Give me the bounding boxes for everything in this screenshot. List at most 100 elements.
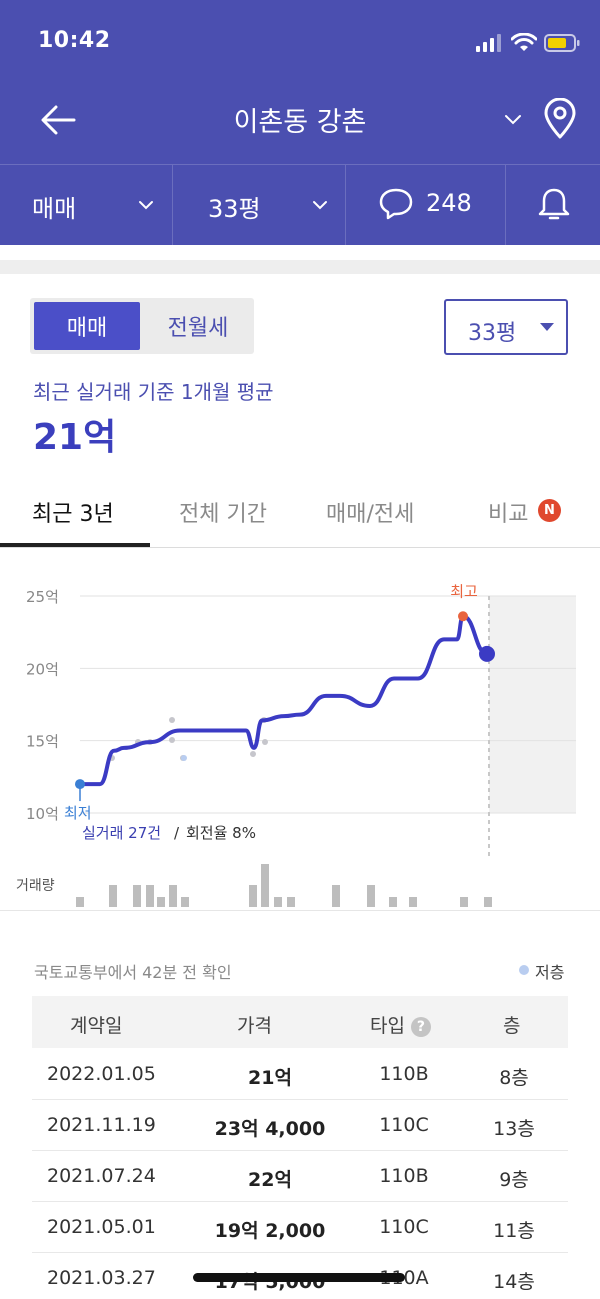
home-indicator bbox=[193, 1273, 405, 1282]
table-header: 계약일 가격 타입? 층 bbox=[32, 996, 568, 1048]
comments-button[interactable]: 248 bbox=[346, 165, 506, 246]
comment-count: 248 bbox=[426, 189, 472, 217]
volume-bar bbox=[367, 885, 375, 907]
volume-bar bbox=[133, 885, 141, 907]
low-floor-legend-label: 저층 bbox=[535, 963, 565, 982]
trade-count: 실거래 27건 bbox=[82, 824, 161, 842]
row-floor: 8층 bbox=[499, 1067, 529, 1089]
volume-bar bbox=[409, 897, 417, 907]
volume-bar bbox=[261, 864, 269, 907]
volume-bar bbox=[157, 897, 165, 907]
y-tick-label: 25억 bbox=[26, 588, 59, 606]
deal-type-toggle: 매매 전월세 bbox=[30, 298, 254, 354]
header-date: 계약일 bbox=[70, 1015, 123, 1037]
row-floor: 13층 bbox=[493, 1118, 535, 1140]
status-time: 10:42 bbox=[38, 28, 111, 53]
help-icon[interactable]: ? bbox=[410, 1017, 431, 1037]
row-date: 2021.03.27 bbox=[47, 1267, 156, 1289]
volume-bar bbox=[249, 885, 257, 907]
cellular-signal-icon bbox=[476, 34, 501, 52]
max-price-marker bbox=[458, 611, 468, 622]
back-button[interactable] bbox=[38, 100, 78, 140]
header-price: 가격 bbox=[237, 1015, 272, 1037]
row-type: 110C bbox=[379, 1114, 429, 1136]
map-pin-icon[interactable] bbox=[542, 98, 578, 140]
min-price-label: 최저 bbox=[64, 804, 92, 822]
source-note: 국토교통부에서 42분 전 확인 bbox=[34, 963, 232, 982]
table-row[interactable]: 2021.05.01 19억 2,000 110C 11층 bbox=[32, 1202, 568, 1253]
header-type-label: 타입 bbox=[370, 1015, 405, 1037]
volume-bar bbox=[76, 897, 84, 907]
row-floor: 9층 bbox=[499, 1169, 529, 1191]
active-tab-indicator bbox=[0, 543, 150, 547]
table-row[interactable]: 2021.07.24 22억 110B 9층 bbox=[32, 1151, 568, 1202]
transaction-dot bbox=[169, 717, 175, 723]
filter-bar: 매매 33평 248 bbox=[0, 164, 600, 246]
volume-bar bbox=[460, 897, 468, 907]
chevron-down-icon[interactable] bbox=[502, 108, 524, 130]
min-price-marker bbox=[75, 779, 85, 790]
average-caption: 최근 실거래 기준 1개월 평균 bbox=[33, 380, 274, 404]
nav-bar: 이촌동 강촌 bbox=[0, 78, 600, 164]
row-price: 19억 2,000 bbox=[214, 1220, 326, 1242]
volume-bar bbox=[389, 897, 397, 907]
section-divider bbox=[0, 260, 600, 274]
row-price: 21억 bbox=[248, 1067, 292, 1089]
row-type: 110B bbox=[379, 1063, 429, 1085]
chevron-down-icon bbox=[313, 201, 327, 210]
header-type: 타입? bbox=[370, 1011, 431, 1038]
header-floor: 층 bbox=[503, 1015, 521, 1037]
volume-bar bbox=[287, 897, 295, 907]
transaction-dot bbox=[262, 739, 268, 745]
table-row[interactable]: 2022.01.05 21억 110B 8층 bbox=[32, 1049, 568, 1100]
row-date: 2022.01.05 bbox=[47, 1063, 156, 1085]
status-bar: 10:42 bbox=[0, 0, 600, 90]
volume-bar bbox=[274, 897, 282, 907]
table-row[interactable]: 2021.11.19 23억 4,000 110C 13층 bbox=[32, 1100, 568, 1151]
speech-bubble-icon bbox=[379, 188, 413, 220]
tab-compare[interactable]: 비교 bbox=[488, 502, 529, 527]
row-floor: 14층 bbox=[493, 1271, 535, 1293]
turnover-separator: / bbox=[174, 824, 180, 842]
sale-toggle-button[interactable]: 매매 bbox=[34, 302, 140, 350]
wifi-icon bbox=[511, 33, 537, 51]
row-date: 2021.07.24 bbox=[47, 1165, 156, 1187]
row-floor: 11층 bbox=[493, 1220, 535, 1242]
chevron-down-icon bbox=[139, 201, 153, 210]
low-floor-legend-dot bbox=[519, 965, 529, 975]
alert-button[interactable] bbox=[506, 165, 600, 246]
deal-type-dropdown[interactable]: 매매 bbox=[0, 165, 173, 246]
transaction-dot bbox=[250, 751, 256, 757]
new-badge: N bbox=[538, 499, 561, 522]
price-chart[interactable]: 25억 20억 15억 10억 최고 최저 실거래 27건 / 회전율 8% 거래량 … bbox=[0, 548, 600, 910]
latest-price-marker bbox=[479, 645, 495, 662]
volume-bar bbox=[332, 885, 340, 907]
volume-bar bbox=[169, 885, 177, 907]
volume-bar bbox=[109, 885, 117, 907]
row-price: 23억 4,000 bbox=[214, 1118, 326, 1140]
low-floor-dot bbox=[181, 755, 187, 761]
app-header: 10:42 이촌동 강촌 bbox=[0, 0, 600, 246]
battery-icon bbox=[544, 34, 580, 52]
volume-bar bbox=[181, 897, 189, 907]
size-dropdown[interactable]: 33평 bbox=[173, 165, 346, 246]
caret-down-icon bbox=[540, 323, 554, 331]
tab-recent-3y[interactable]: 최근 3년 bbox=[32, 502, 114, 527]
tab-sale-jeonse[interactable]: 매매/전세 bbox=[326, 502, 415, 527]
average-price: 21억 bbox=[33, 417, 117, 458]
row-date: 2021.11.19 bbox=[47, 1114, 156, 1136]
tab-all-period[interactable]: 전체 기간 bbox=[179, 502, 267, 527]
row-date: 2021.05.01 bbox=[47, 1216, 156, 1238]
rent-toggle-button[interactable]: 전월세 bbox=[167, 316, 229, 341]
volume-bar bbox=[484, 897, 492, 907]
size-select[interactable]: 33평 bbox=[444, 299, 568, 355]
y-tick-label: 10억 bbox=[26, 805, 59, 823]
y-tick-label: 15억 bbox=[26, 733, 59, 751]
size-select-label: 33평 bbox=[468, 321, 517, 346]
update-row: 국토교통부에서 42분 전 확인 저층 bbox=[0, 910, 600, 994]
row-type: 110C bbox=[379, 1216, 429, 1238]
volume-bar bbox=[146, 885, 154, 907]
price-line bbox=[78, 614, 489, 787]
page-title[interactable]: 이촌동 강촌 bbox=[233, 107, 367, 138]
